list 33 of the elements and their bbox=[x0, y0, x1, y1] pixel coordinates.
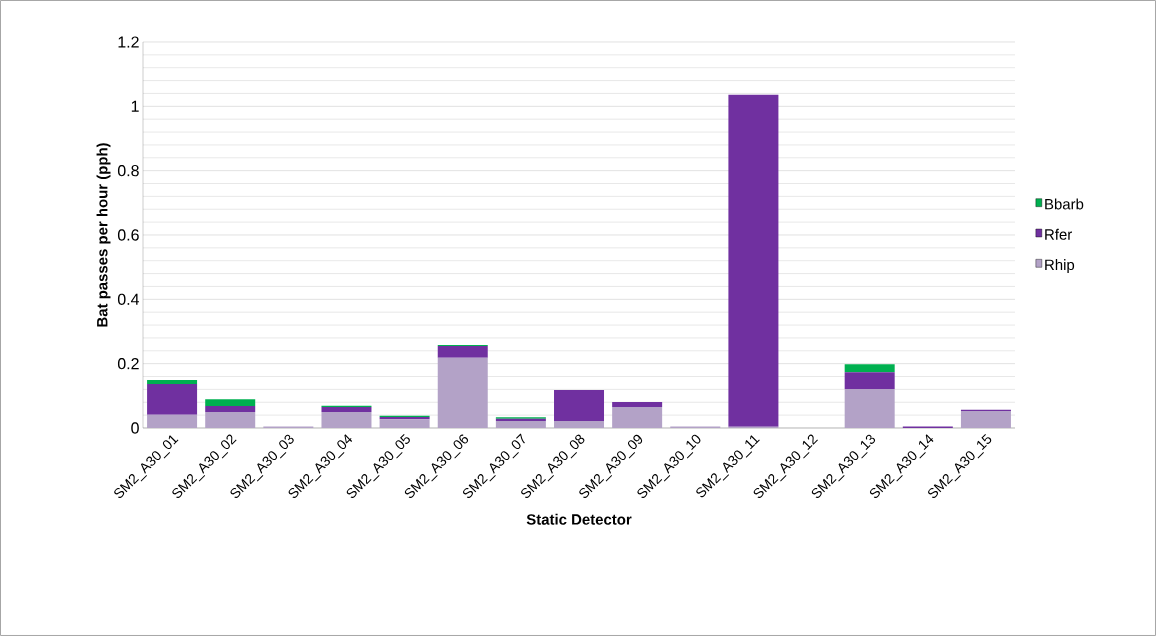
y-tick-label: 0.8 bbox=[117, 165, 139, 177]
bar bbox=[554, 390, 605, 421]
bar bbox=[612, 407, 663, 428]
bar bbox=[554, 420, 605, 428]
y-tick-label: 1.2 bbox=[118, 36, 139, 48]
bar bbox=[205, 399, 256, 407]
bar bbox=[379, 419, 430, 428]
legend-label: Bbarb bbox=[1045, 198, 1084, 210]
bar bbox=[844, 372, 895, 390]
bar bbox=[960, 410, 1011, 428]
y-tick-label: 0.2 bbox=[117, 358, 139, 370]
bar bbox=[728, 94, 779, 427]
y-tick-label: 0.6 bbox=[117, 229, 139, 241]
bar bbox=[205, 411, 256, 428]
bar bbox=[147, 380, 198, 384]
bar bbox=[437, 345, 488, 358]
bar bbox=[205, 406, 256, 412]
bar bbox=[437, 357, 488, 428]
bar bbox=[495, 420, 546, 428]
bar bbox=[844, 389, 895, 428]
legend-label: Rfer bbox=[1045, 228, 1072, 240]
y-tick-label: 1 bbox=[131, 100, 139, 112]
x-axis-title: Static Detector bbox=[526, 513, 632, 525]
bar bbox=[612, 401, 663, 408]
bar bbox=[147, 383, 198, 415]
bar bbox=[321, 411, 372, 428]
bar bbox=[321, 407, 372, 412]
y-axis-title: Bat passes per hour (pph) bbox=[96, 143, 111, 327]
bar bbox=[147, 414, 198, 428]
y-tick-label: 0.4 bbox=[117, 293, 140, 305]
legend-label: Rhip bbox=[1045, 259, 1075, 274]
bar bbox=[844, 364, 895, 373]
y-tick-label: 0 bbox=[131, 422, 139, 434]
